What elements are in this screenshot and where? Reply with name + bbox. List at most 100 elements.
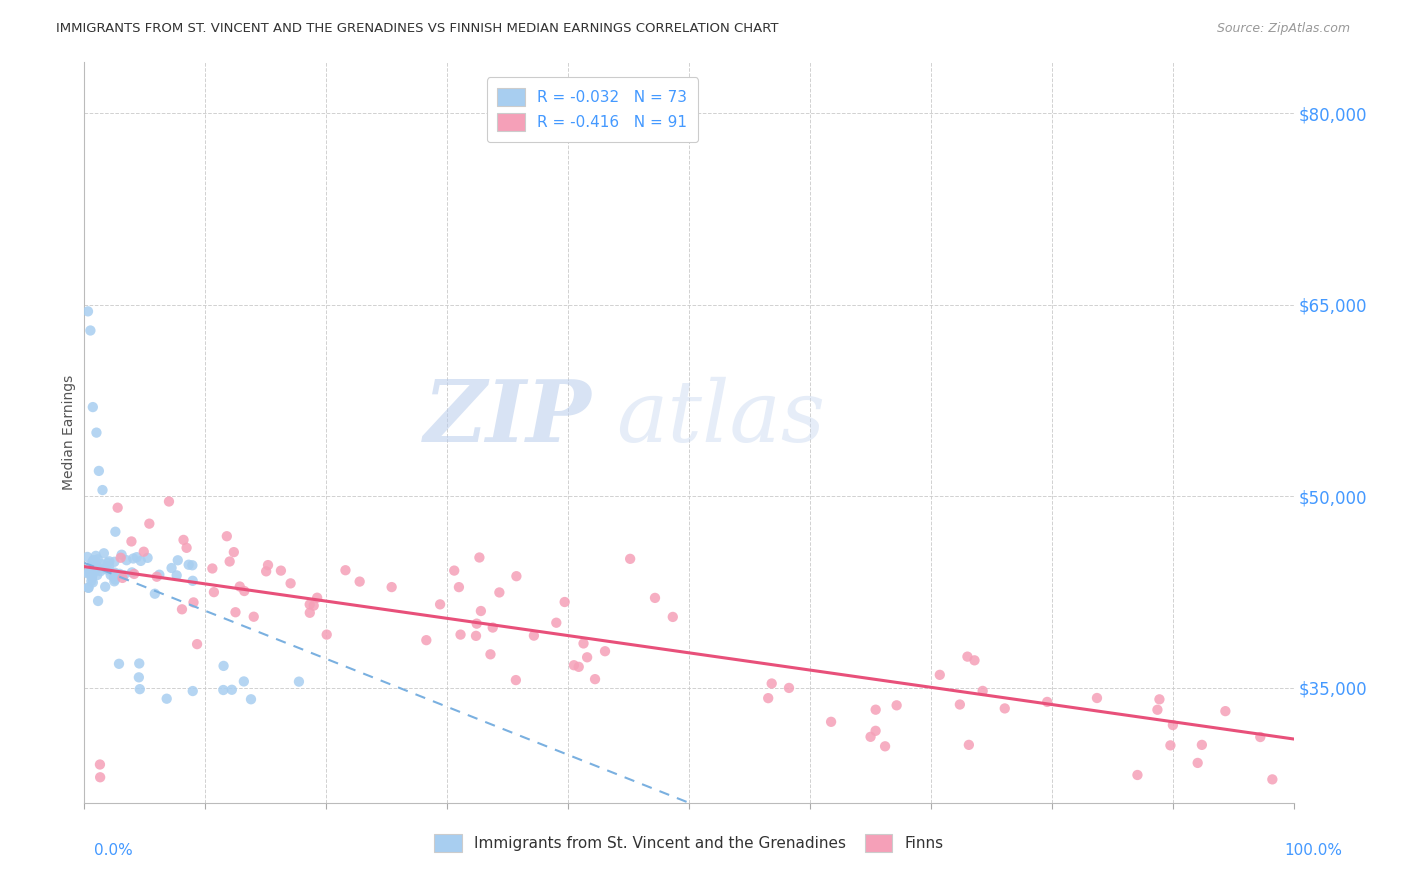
Point — [447, 580, 470, 594]
Point — [949, 698, 972, 712]
Point — [146, 570, 169, 584]
Point — [93, 561, 115, 575]
Point — [80, 571, 103, 585]
Point — [288, 674, 311, 689]
Point — [136, 550, 159, 565]
Point — [232, 674, 254, 689]
Point — [103, 555, 125, 569]
Point — [82, 565, 104, 579]
Point — [756, 691, 779, 706]
Point — [76, 566, 98, 581]
Point — [100, 568, 122, 582]
Point — [1036, 695, 1059, 709]
Point — [186, 637, 208, 651]
Point — [956, 649, 979, 664]
Point — [98, 554, 121, 568]
Point — [505, 569, 527, 583]
Point — [83, 560, 105, 574]
Point — [576, 650, 599, 665]
Point — [1126, 768, 1149, 782]
Point — [125, 550, 148, 565]
Point — [859, 730, 882, 744]
Point — [120, 534, 142, 549]
Point — [315, 627, 337, 641]
Point — [202, 585, 225, 599]
Point — [886, 698, 908, 713]
Point — [181, 684, 204, 698]
Point — [170, 602, 193, 616]
Point — [1146, 703, 1168, 717]
Point — [107, 500, 129, 515]
Point — [1261, 772, 1284, 787]
Point — [568, 660, 591, 674]
Point — [298, 598, 321, 612]
Point — [166, 553, 188, 567]
Point — [481, 621, 503, 635]
Point — [97, 563, 120, 577]
Text: atlas: atlas — [616, 376, 825, 459]
Point — [87, 552, 110, 566]
Point — [177, 558, 200, 572]
Point — [562, 658, 585, 673]
Point — [470, 604, 492, 618]
Point — [1159, 739, 1181, 753]
Point — [1191, 738, 1213, 752]
Point — [307, 591, 329, 605]
Text: 0.0%: 0.0% — [94, 843, 134, 858]
Point — [1161, 718, 1184, 732]
Point — [128, 682, 150, 697]
Point — [201, 561, 224, 575]
Point — [928, 668, 950, 682]
Point — [115, 553, 138, 567]
Point — [593, 644, 616, 658]
Point — [103, 569, 125, 583]
Point — [298, 606, 321, 620]
Point — [212, 683, 235, 698]
Y-axis label: Median Earnings: Median Earnings — [62, 375, 76, 491]
Point — [80, 566, 103, 580]
Point — [122, 566, 145, 581]
Point — [240, 692, 263, 706]
Point — [132, 545, 155, 559]
Point — [875, 739, 897, 754]
Legend: Immigrants from St. Vincent and the Grenadines, Finns: Immigrants from St. Vincent and the Gren… — [429, 829, 949, 858]
Point — [1187, 756, 1209, 770]
Point — [218, 554, 240, 568]
Point — [103, 574, 125, 589]
Point — [80, 567, 103, 582]
Point — [90, 564, 112, 578]
Point — [257, 558, 280, 573]
Point — [91, 483, 114, 497]
Point — [96, 556, 118, 570]
Point — [110, 550, 132, 565]
Point — [111, 571, 134, 585]
Point — [415, 633, 437, 648]
Point — [523, 629, 546, 643]
Point — [160, 561, 183, 575]
Point — [104, 524, 127, 539]
Point — [1249, 730, 1271, 744]
Point — [229, 580, 252, 594]
Point — [224, 605, 246, 619]
Point — [112, 568, 135, 582]
Point — [82, 566, 104, 581]
Point — [254, 565, 277, 579]
Point — [212, 659, 235, 673]
Point — [222, 545, 245, 559]
Text: 100.0%: 100.0% — [1285, 843, 1343, 858]
Point — [157, 494, 180, 508]
Point — [1149, 692, 1171, 706]
Point — [381, 580, 404, 594]
Point — [443, 564, 465, 578]
Point — [156, 691, 179, 706]
Point — [181, 574, 204, 588]
Point — [90, 557, 112, 571]
Point — [505, 673, 527, 687]
Point — [86, 559, 108, 574]
Point — [89, 757, 111, 772]
Point — [76, 549, 98, 564]
Point — [128, 670, 150, 684]
Point — [450, 627, 472, 641]
Text: ZIP: ZIP — [425, 376, 592, 459]
Point — [479, 648, 502, 662]
